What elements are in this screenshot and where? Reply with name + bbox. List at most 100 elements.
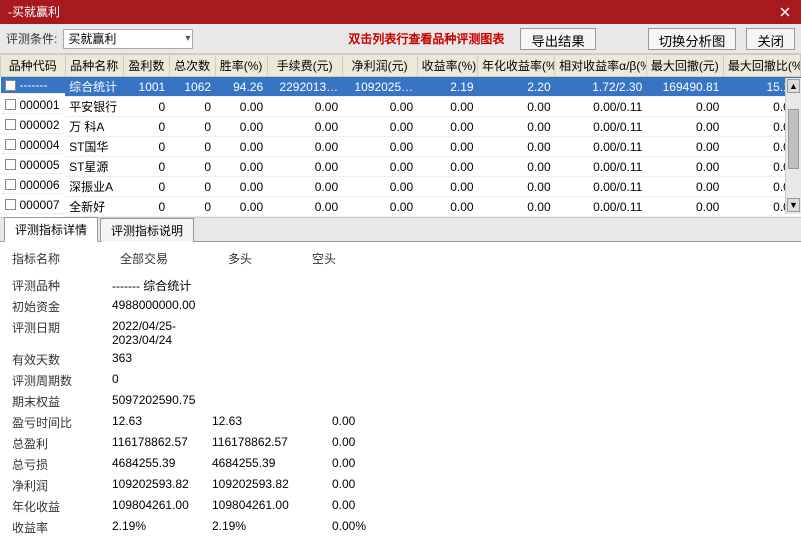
switch-chart-button[interactable]: 切换分析图 [648,28,737,50]
detail-row: 盈亏时间比12.6312.630.00 [12,414,789,431]
grid-header[interactable]: 品种代码 [1,55,66,77]
row-checkbox[interactable] [5,179,16,190]
value-cell: 0.00 [417,97,477,117]
table-row[interactable]: 000006深振业A000.000.000.000.000.000.00/0.1… [1,177,801,197]
scroll-thumb[interactable] [788,109,799,169]
detail-value: 363 [92,351,212,368]
value-cell: 0.00 [342,97,417,117]
window-close-button[interactable] [777,4,793,20]
grid-header[interactable]: 盈利数 [123,55,169,77]
detail-value [212,372,332,389]
table-row[interactable]: 000001平安银行000.000.000.000.000.000.00/0.1… [1,97,801,117]
value-cell: 0.00 [646,117,723,137]
close-icon [780,7,790,17]
detail-label: 期末权益 [12,393,92,410]
grid-header[interactable]: 收益率(%) [417,55,477,77]
value-cell: 0.00 [267,117,342,137]
detail-label: 总盈利 [12,435,92,452]
code-cell: 000004 [20,138,60,152]
detail-value [332,277,412,294]
value-cell: 169490.81 [646,77,723,97]
value-cell: 0.00 [646,157,723,177]
row-checkbox[interactable] [5,99,16,110]
value-cell: 0.00 [215,157,267,177]
grid-header[interactable]: 手续费(元) [267,55,342,77]
table-row[interactable]: 000007全新好000.000.000.000.000.000.00/0.11… [1,197,801,217]
value-cell: 94.26 [215,77,267,97]
detail-value: 109202593.82 [212,477,332,494]
grid-header[interactable]: 胜率(%) [215,55,267,77]
table-row[interactable]: 000005ST星源000.000.000.000.000.000.00/0.1… [1,157,801,177]
grid-header[interactable]: 最大回撤(元) [646,55,723,77]
value-cell: 0.00 [478,137,555,157]
value-cell: 1092025… [342,77,417,97]
close-button[interactable]: 关闭 [746,28,795,50]
value-cell: 0.00 [342,137,417,157]
scroll-up-icon[interactable]: ▲ [787,79,800,93]
value-cell: 0.00 [417,177,477,197]
export-button[interactable]: 导出结果 [520,28,595,50]
detail-value: 0.00 [332,456,412,473]
row-checkbox[interactable] [5,119,16,130]
detail-value [212,393,332,410]
value-cell: 0 [123,197,169,217]
row-checkbox[interactable] [5,139,16,150]
detail-value [212,351,332,368]
row-checkbox[interactable] [5,80,16,91]
scroll-down-icon[interactable]: ▼ [787,198,800,212]
value-cell: 0.00 [342,157,417,177]
detail-label: 评测周期数 [12,372,92,389]
detail-row: 期末权益5097202590.75 [12,393,789,410]
detail-value: 2022/04/25-2023/04/24 [92,319,212,347]
value-cell: 0.00 [267,197,342,217]
vertical-scrollbar[interactable]: ▲ ▼ [785,78,801,214]
table-row[interactable]: 000002万 科A000.000.000.000.000.000.00/0.1… [1,117,801,137]
code-cell: ------- [20,78,48,92]
condition-dropdown[interactable]: 买就赢利 ▾ [63,29,193,49]
value-cell: 2.20 [478,77,555,97]
detail-value: 109804261.00 [92,498,212,515]
value-cell: 0 [169,177,215,197]
detail-value [212,277,332,294]
tab-indicator-detail[interactable]: 评测指标详情 [4,217,98,242]
condition-dropdown-value: 买就赢利 [68,30,116,47]
table-row[interactable]: -------综合统计1001106294.262292013…1092025…… [1,77,801,97]
value-cell: 0.00 [267,157,342,177]
grid-header-row: 品种代码品种名称盈利数总次数胜率(%)手续费(元)净利润(元)收益率(%)年化收… [1,55,801,77]
grid-header[interactable]: 年化收益率(%) [478,55,555,77]
code-cell: 000006 [20,178,60,192]
value-cell: 0.00 [267,137,342,157]
window-title: -买就赢利 [8,0,60,24]
detail-row: 评测日期2022/04/25-2023/04/24 [12,319,789,347]
value-cell: 0.00/0.11 [555,137,647,157]
grid-header[interactable]: 相对收益率α/β(%) [555,55,647,77]
detail-value: 116178862.57 [92,435,212,452]
value-cell: 0.00 [215,197,267,217]
tab-indicator-desc[interactable]: 评测指标说明 [100,218,194,242]
detail-row: 年化收益109804261.00109804261.000.00 [12,498,789,515]
grid-header[interactable]: 最大回撤比(%) [723,55,800,77]
detail-label: 初始资金 [12,298,92,315]
detail-value [212,319,332,347]
detail-label: 评测日期 [12,319,92,347]
detail-value [332,351,412,368]
value-cell: 0 [123,97,169,117]
row-checkbox[interactable] [5,159,16,170]
chevron-down-icon: ▾ [185,33,190,44]
detail-value: 0.00% [332,519,412,536]
table-row[interactable]: 000004ST国华000.000.000.000.000.000.00/0.1… [1,137,801,157]
detail-label: 有效天数 [12,351,92,368]
value-cell: 0.00/0.11 [555,117,647,137]
row-checkbox[interactable] [5,199,16,210]
name-cell: 全新好 [65,197,123,217]
detail-value: 5097202590.75 [92,393,212,410]
detail-value: 12.63 [92,414,212,431]
value-cell: 0.00 [215,137,267,157]
grid-header[interactable]: 品种名称 [65,55,123,77]
detail-value: 4684255.39 [92,456,212,473]
grid-header[interactable]: 总次数 [169,55,215,77]
value-cell: 0.00 [215,97,267,117]
detail-value [332,393,412,410]
detail-value: 0.00 [332,414,412,431]
grid-header[interactable]: 净利润(元) [342,55,417,77]
